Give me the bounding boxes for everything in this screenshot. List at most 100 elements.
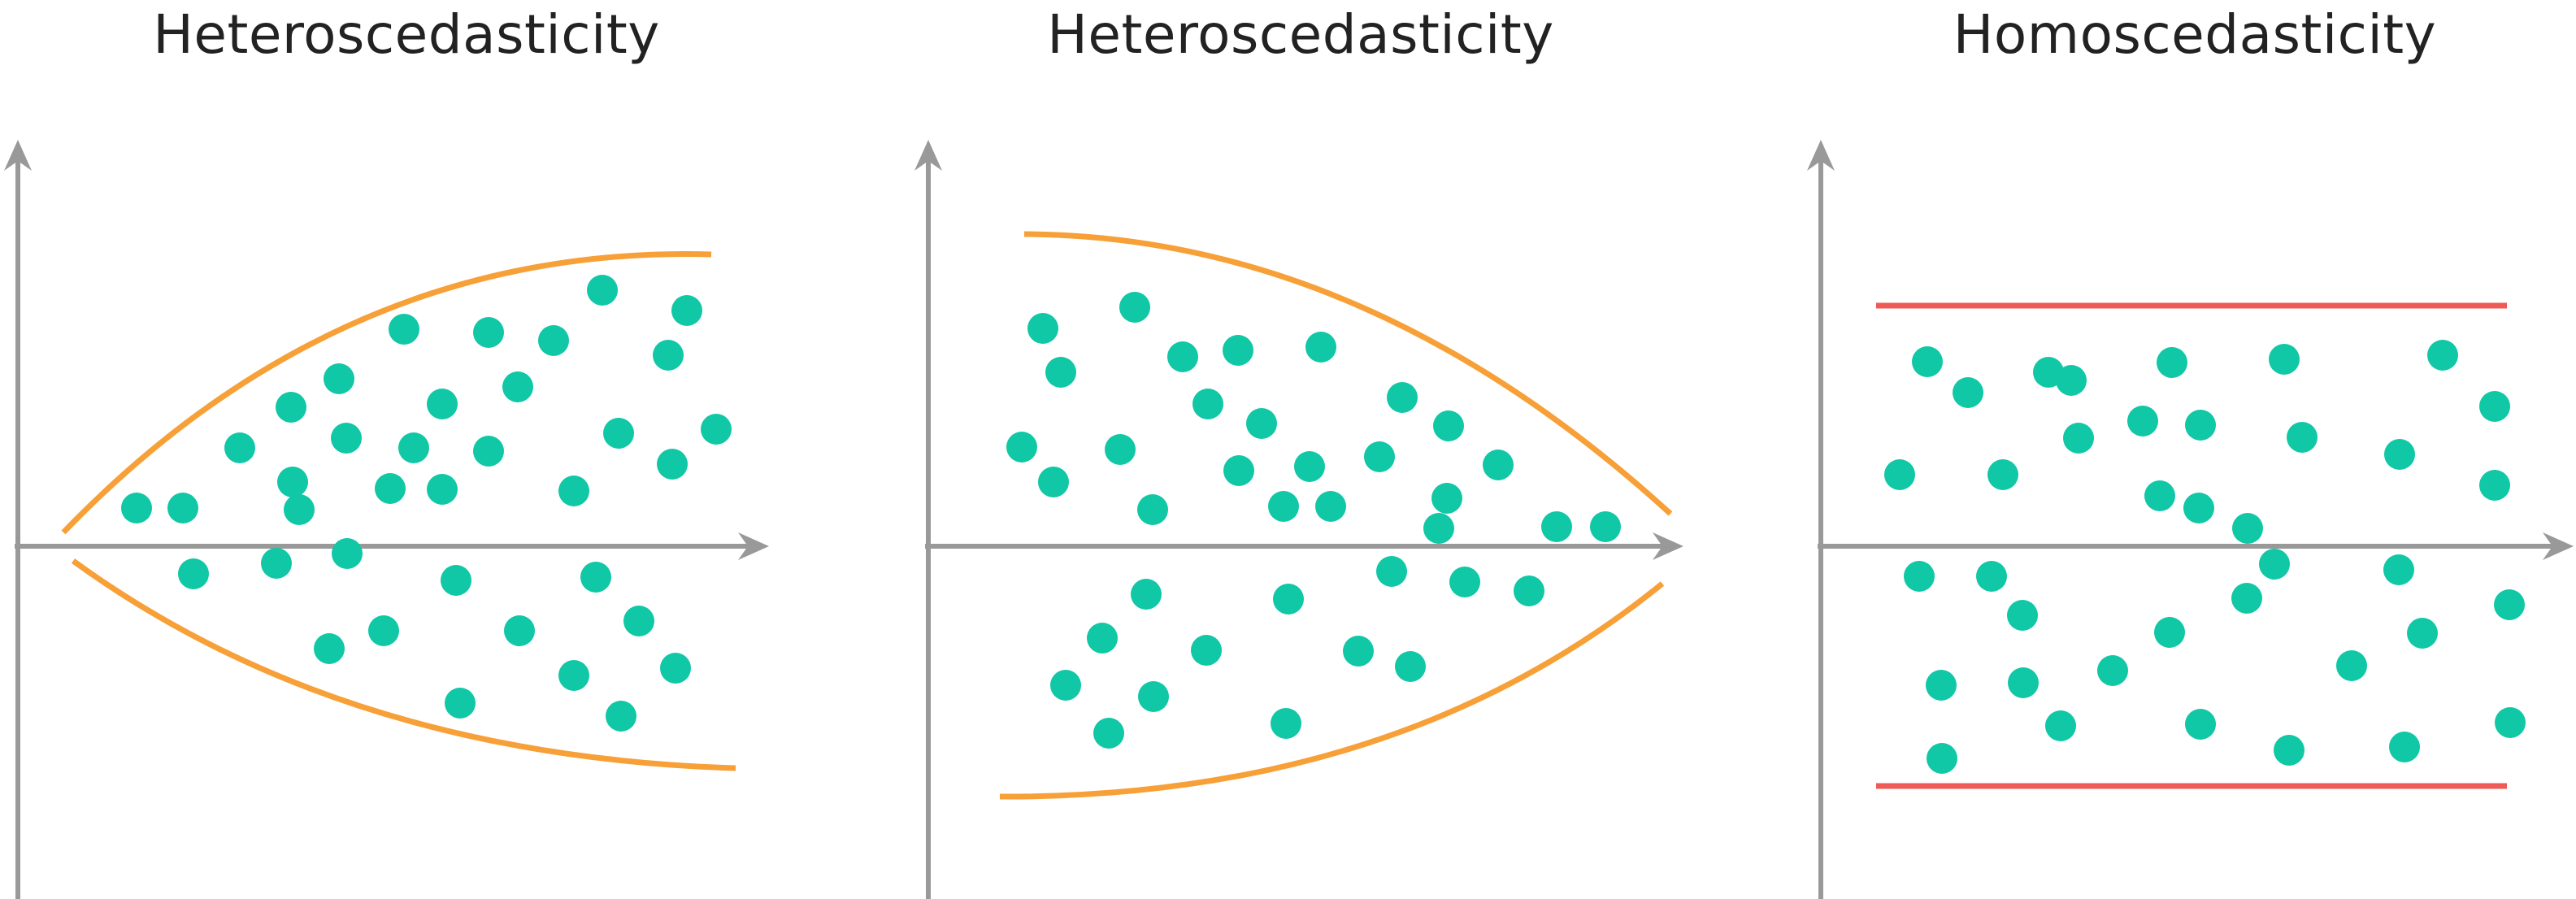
data-point (1167, 341, 1198, 372)
data-point (2269, 344, 2300, 375)
data-point (606, 701, 636, 732)
scatter-plot (914, 140, 1683, 899)
data-point (580, 562, 611, 593)
data-point (1483, 450, 1514, 480)
data-point (1305, 332, 1336, 363)
panel-homoscedasticity: Homoscedasticity (1788, 0, 2576, 899)
data-point (1423, 513, 1454, 544)
data-point (261, 548, 292, 579)
data-point (1884, 459, 1915, 490)
data-point (2008, 667, 2039, 698)
data-point (1093, 718, 1124, 749)
data-points (1006, 292, 1621, 749)
data-point (2232, 513, 2263, 544)
data-point (2495, 707, 2526, 738)
data-point (121, 493, 152, 523)
data-point (1191, 635, 1222, 666)
data-point (2479, 391, 2510, 422)
data-point (1105, 434, 1136, 465)
upper-envelope-curve (61, 251, 712, 535)
x-axis (15, 532, 769, 560)
data-point (375, 473, 406, 504)
data-point (314, 633, 345, 664)
data-point (1431, 483, 1462, 514)
data-point (502, 371, 533, 402)
data-point (427, 474, 458, 505)
data-point (1976, 561, 2007, 592)
panel-title: Heteroscedasticity (153, 3, 660, 66)
x-axis (1818, 532, 2574, 560)
panel-title: Heteroscedasticity (1047, 3, 1554, 66)
data-point (2144, 480, 2175, 511)
data-point (1912, 346, 1943, 377)
data-point (2274, 735, 2304, 766)
data-point (1514, 575, 1544, 606)
data-point (2183, 493, 2214, 523)
data-point (1223, 455, 1254, 486)
data-point (657, 449, 688, 480)
data-point (1927, 743, 1957, 774)
panel-heteroscedasticity-fan-in: Heteroscedasticity (894, 0, 1707, 899)
panel-heteroscedasticity-fan-out: Heteroscedasticity (0, 0, 862, 899)
data-point (1541, 511, 1572, 542)
data-point (1315, 491, 1346, 522)
data-point (2407, 618, 2438, 649)
data-point (1376, 556, 1407, 587)
data-point (1904, 561, 1935, 592)
data-point (324, 363, 354, 394)
data-point (1137, 494, 1168, 525)
data-point (2063, 423, 2094, 454)
data-point (587, 275, 618, 306)
data-point (2384, 439, 2415, 470)
data-point (1449, 567, 1480, 597)
data-point (1987, 459, 2018, 490)
data-point (2185, 410, 2216, 441)
data-points (121, 275, 732, 732)
data-point (473, 436, 504, 467)
data-point (671, 295, 702, 326)
lower-envelope-curve (71, 558, 736, 771)
data-points (1884, 340, 2526, 774)
data-point (2127, 406, 2158, 436)
scatter-plot (1807, 140, 2574, 899)
data-point (623, 606, 654, 636)
data-point (441, 565, 471, 596)
upper-envelope-curve (1023, 231, 1673, 516)
scatter-plot (4, 140, 769, 899)
data-point (398, 432, 429, 463)
data-point (660, 653, 691, 684)
y-axis (4, 140, 32, 899)
data-point (1038, 467, 1069, 497)
data-point (277, 467, 308, 497)
data-point (2097, 655, 2128, 686)
data-point (1246, 408, 1277, 439)
panel-title: Homoscedasticity (1953, 3, 2437, 66)
data-point (1273, 584, 1304, 615)
data-point (276, 392, 306, 423)
y-axis (1807, 140, 1835, 899)
data-point (1050, 670, 1081, 701)
data-point (1131, 579, 1162, 610)
data-point (1343, 636, 1374, 667)
data-point (368, 615, 399, 646)
data-point (2494, 589, 2525, 620)
data-point (389, 314, 419, 345)
data-point (2259, 549, 2290, 580)
data-point (1395, 651, 1426, 682)
data-point (2383, 554, 2414, 585)
data-point (1364, 441, 1395, 472)
data-point (504, 615, 535, 646)
data-point (427, 389, 458, 419)
data-point (2056, 365, 2087, 396)
data-point (558, 476, 589, 506)
data-point (2231, 583, 2262, 614)
data-point (1271, 708, 1301, 739)
data-point (1223, 335, 1253, 366)
data-point (2427, 340, 2458, 371)
data-point (167, 493, 198, 523)
data-point (2336, 650, 2367, 681)
data-point (538, 325, 569, 356)
y-axis (914, 140, 942, 899)
data-point (332, 538, 363, 569)
data-point (2479, 470, 2510, 501)
